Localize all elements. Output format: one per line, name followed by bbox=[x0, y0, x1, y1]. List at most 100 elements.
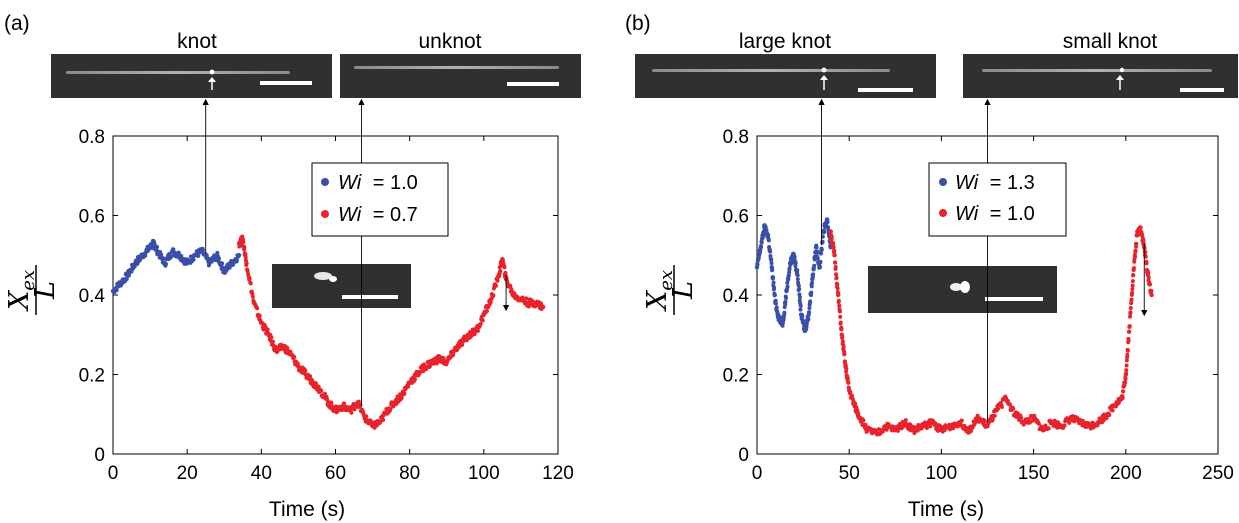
panel-b-point-fill bbox=[1127, 329, 1132, 334]
panel-b-point-fill bbox=[844, 369, 849, 374]
panel-a-micrograph-globule bbox=[272, 264, 411, 308]
panel-b-point-fill bbox=[763, 225, 768, 230]
panel-a-ylabel: Xex L bbox=[4, 265, 61, 315]
panel-b-legend-marker-1 bbox=[939, 178, 947, 186]
panel-b-point-fill bbox=[800, 314, 805, 319]
panel-a-point-fill bbox=[308, 374, 313, 379]
panel-a-point-fill bbox=[241, 240, 246, 245]
panel-a-point-fill bbox=[163, 261, 168, 266]
panel-a-xtick-label: 40 bbox=[251, 463, 272, 484]
panel-b-point-fill bbox=[782, 310, 787, 315]
panel-b-point bbox=[1130, 272, 1136, 278]
panel-a-point-fill bbox=[524, 296, 529, 301]
panel-b-point-fill bbox=[819, 251, 824, 256]
panel-a-point-fill bbox=[381, 417, 386, 422]
panel-b-point-fill bbox=[829, 234, 834, 239]
panel-a-point-fill bbox=[215, 250, 220, 255]
panel-a-point-fill bbox=[364, 414, 369, 419]
panel-b-point-fill bbox=[1067, 420, 1072, 425]
panel-b-point-fill bbox=[841, 345, 846, 350]
panel-a-point-fill bbox=[406, 384, 411, 389]
panel-b-point-fill bbox=[771, 275, 776, 280]
panel-a-point bbox=[244, 261, 249, 266]
panel-b-point-fill bbox=[839, 327, 844, 332]
panel-b-point-fill bbox=[1129, 301, 1134, 306]
panel-b-point-fill bbox=[783, 299, 788, 304]
panel-a-point-fill bbox=[114, 288, 119, 293]
panel-a-point-fill bbox=[191, 257, 196, 262]
panel-a-point-fill bbox=[478, 321, 483, 326]
panel-a-point-fill bbox=[412, 377, 417, 382]
panel-b-point-fill bbox=[807, 306, 812, 311]
panel-b-ytick-label: 0.2 bbox=[723, 366, 749, 387]
panel-b-point-fill bbox=[810, 275, 815, 280]
panel-b-point-fill bbox=[795, 268, 800, 273]
panel-a-point bbox=[540, 304, 546, 310]
panel-b-point-fill bbox=[903, 418, 908, 423]
panel-b-point-fill bbox=[772, 285, 777, 290]
panel-a-ytick-label: 0 bbox=[94, 445, 105, 466]
panel-b-point-fill bbox=[1134, 241, 1139, 246]
panel-b-point-fill bbox=[861, 418, 866, 423]
panel-b-point-fill bbox=[840, 339, 845, 344]
panel-b-point-fill bbox=[786, 273, 791, 278]
panel-b-point-fill bbox=[844, 366, 849, 371]
panel-b-point-fill bbox=[992, 413, 997, 418]
panel-b-point-fill bbox=[793, 260, 798, 265]
panel-a-series-1 bbox=[110, 238, 242, 295]
panel-a-point-fill bbox=[349, 410, 354, 415]
panel-a-point-fill bbox=[512, 291, 517, 296]
panel-a-point-fill bbox=[500, 257, 505, 262]
panel-b-ytick-label: 0.4 bbox=[723, 286, 750, 307]
panel-b-micrograph-large-knot bbox=[635, 54, 936, 98]
panel-a: (a) knot unknot 0 20 40 60 80 100 120 0 0.2 0.4 0.… bbox=[4, 12, 581, 521]
panel-a-point-fill bbox=[494, 283, 499, 288]
panel-b-point-fill bbox=[846, 380, 851, 385]
panel-b-point-fill bbox=[804, 325, 809, 330]
panel-a-caption-knot: knot bbox=[177, 30, 217, 53]
panel-b-point-fill bbox=[1130, 290, 1135, 295]
panel-a-point-fill bbox=[243, 255, 248, 260]
panel-a-point-fill bbox=[472, 331, 477, 336]
panel-b-point-fill bbox=[855, 408, 860, 413]
panel-b-point-fill bbox=[787, 270, 792, 275]
panel-b-point-fill bbox=[1125, 352, 1130, 357]
panel-b-legend: Wi = 1.3 Wi = 1.0 bbox=[928, 162, 1067, 237]
panel-b-point-fill bbox=[759, 240, 764, 245]
panel-b-point-fill bbox=[1124, 363, 1129, 368]
panel-b-point bbox=[1149, 292, 1154, 298]
panel-b-point-fill bbox=[833, 264, 838, 269]
panel-b-point-fill bbox=[814, 245, 819, 250]
panel-b-point-fill bbox=[1011, 406, 1016, 411]
panel-b-point-fill bbox=[1124, 371, 1129, 376]
panel-a-ylabel-denominator: L bbox=[30, 281, 61, 300]
panel-b-point-fill bbox=[772, 292, 777, 297]
panel-a-xtick-label: 80 bbox=[399, 463, 420, 484]
panel-a-point-fill bbox=[329, 400, 334, 405]
panel-a-point-fill bbox=[503, 270, 508, 275]
panel-a-micrograph-knot bbox=[51, 54, 332, 98]
panel-b-point-fill bbox=[769, 261, 774, 266]
panel-a-letter: (a) bbox=[4, 12, 30, 35]
panel-b-point-fill bbox=[1121, 389, 1126, 394]
panel-b-point-fill bbox=[836, 292, 841, 297]
panel-a-xlabel: Time (s) bbox=[269, 498, 345, 521]
panel-b-xtick-label: 50 bbox=[839, 463, 860, 484]
panel-b-point bbox=[828, 229, 833, 234]
panel-b-point-fill bbox=[809, 290, 814, 295]
panel-b-point-fill bbox=[774, 305, 779, 310]
panel-b-point-fill bbox=[807, 310, 812, 315]
panel-b-point-fill bbox=[797, 295, 802, 300]
panel-a-point-fill bbox=[257, 313, 262, 318]
panel-b-point-fill bbox=[826, 225, 831, 230]
panel-b-xtick-label: 100 bbox=[926, 463, 958, 484]
panel-b-point-fill bbox=[766, 238, 771, 243]
panel-b-point-fill bbox=[1149, 288, 1154, 293]
panel-a-point-fill bbox=[255, 306, 260, 311]
panel-b-point-fill bbox=[1131, 266, 1136, 271]
panel-b-point-fill bbox=[797, 298, 802, 303]
panel-a-ytick-label: 0.2 bbox=[79, 366, 105, 387]
panel-b-point-fill bbox=[1104, 415, 1109, 420]
panel-b-point-fill bbox=[990, 417, 995, 422]
